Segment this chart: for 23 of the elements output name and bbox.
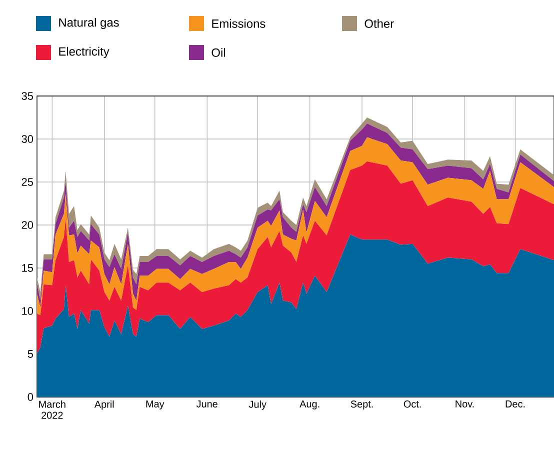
x-tick-label: April bbox=[94, 400, 114, 410]
legend-label: Oil bbox=[212, 48, 226, 57]
y-tick-label: 35 bbox=[22, 92, 34, 100]
y-tick-label: 25 bbox=[22, 178, 34, 186]
y-tick-label: 30 bbox=[22, 135, 34, 143]
y-tick-label: 20 bbox=[22, 221, 34, 229]
x-tick-label: March 2022 bbox=[39, 400, 66, 419]
x-tick-label: Aug. bbox=[300, 400, 320, 410]
x-tick-label: Sept. bbox=[350, 400, 373, 410]
y-tick-label: 0 bbox=[28, 393, 34, 401]
legend-label: Electricity bbox=[59, 46, 110, 58]
x-tick-label: May bbox=[146, 400, 164, 410]
y-tick-label: 10 bbox=[22, 307, 34, 315]
x-tick-label: Dec. bbox=[506, 400, 525, 408]
x-tick-label: July bbox=[248, 400, 266, 410]
legend-label: Natural gas bbox=[59, 18, 119, 30]
y-tick-label: 5 bbox=[28, 350, 34, 358]
x-tick-label: June bbox=[196, 400, 218, 408]
y-tick-label: 15 bbox=[22, 264, 34, 272]
x-tick-label: Nov. bbox=[456, 400, 474, 408]
x-tick-label: Oct. bbox=[404, 400, 421, 408]
legend-label: Other bbox=[364, 19, 394, 28]
legend-label: Emissions bbox=[212, 19, 266, 28]
